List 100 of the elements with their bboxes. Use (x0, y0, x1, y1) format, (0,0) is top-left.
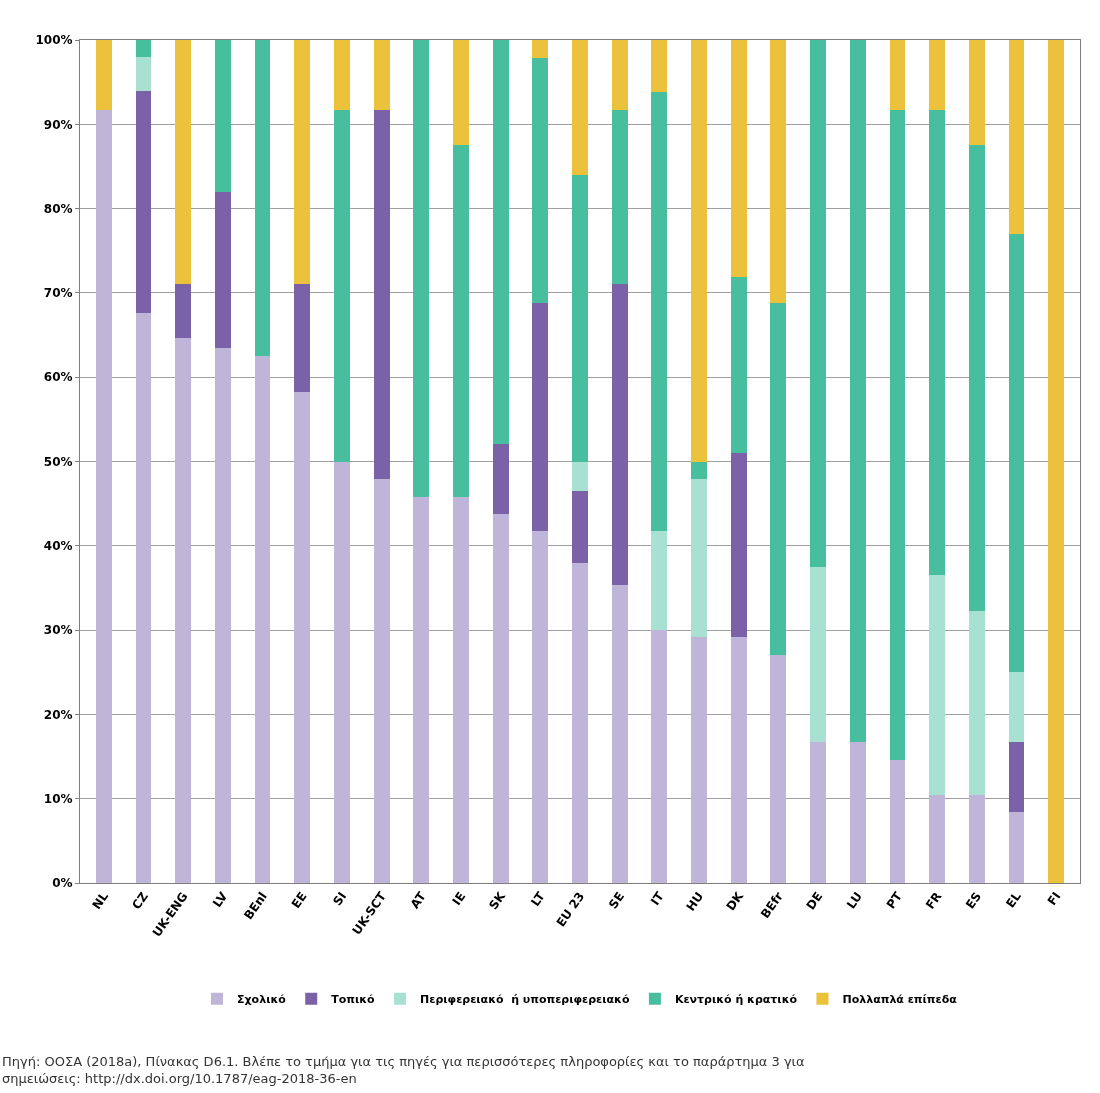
y-tick-label: 50% (43, 454, 73, 469)
y-tick-label: 10% (43, 791, 73, 806)
bar (135, 56, 152, 92)
y-tick-label: 70% (43, 286, 73, 301)
legend-label: Σχολικό (237, 992, 287, 1006)
bar (810, 742, 827, 883)
legend-label: Κεντρικό ή κρατικό (674, 992, 798, 1006)
x-tick-label: DE (803, 889, 826, 913)
bar (968, 145, 985, 611)
bar (968, 610, 985, 796)
bar (651, 630, 668, 883)
bar (651, 40, 668, 93)
bar (214, 191, 231, 348)
bar (1048, 40, 1065, 883)
x-tick-label: FI (1044, 889, 1064, 908)
y-tick-label: 90% (43, 117, 73, 132)
bar (572, 491, 588, 563)
bar (889, 109, 906, 760)
bar (135, 313, 152, 883)
bar (532, 57, 549, 304)
bar (730, 276, 747, 454)
x-tick-label: EE (288, 889, 310, 911)
bar (95, 40, 112, 110)
bar (770, 303, 787, 655)
bar (254, 40, 271, 357)
x-tick-label: LT (528, 888, 549, 909)
x-tick-label: LU (843, 889, 866, 912)
x-tick-label: LV (210, 888, 231, 911)
bar (492, 513, 509, 883)
bar (175, 284, 192, 339)
bar (1008, 233, 1025, 673)
text: Πηγή: ΟΟΣΑ (2018a), Πίνακας D6.1. Βλέπε το τμήμα για τις πηγές για περισσότερες πληροφορίες και το παράρτημα 3 για σημειώσεις: http://dx.doi.org/10.1787/eag-2018-36-en (2, 1054, 805, 1086)
bar (651, 92, 668, 532)
bar (453, 145, 469, 497)
bar (572, 461, 588, 492)
y-tick-label: 40% (43, 539, 73, 553)
bar (929, 795, 946, 883)
bar (413, 40, 430, 497)
bar (770, 654, 787, 883)
bar (572, 40, 588, 175)
bar (849, 742, 866, 883)
x-tick-label: EL (1003, 889, 1025, 911)
bar (532, 40, 549, 58)
bar (294, 40, 311, 285)
bar (254, 356, 271, 883)
y-tick-label: 60% (43, 370, 73, 385)
bar (175, 338, 192, 883)
bar (135, 91, 152, 314)
bar (175, 40, 192, 285)
legend-label: Πολλαπλά επίπεδα (842, 992, 958, 1006)
bar (691, 40, 707, 462)
x-tick-label: DK (723, 888, 747, 914)
bar (294, 284, 311, 392)
x-tick-label: IT (648, 888, 668, 908)
x-tick-label: PT (883, 888, 906, 912)
bar (929, 575, 946, 796)
bar (889, 759, 906, 883)
bar (214, 40, 231, 192)
bar (730, 636, 747, 883)
bar (1008, 812, 1025, 883)
x-tick-label: IE (449, 889, 469, 908)
bar (373, 109, 390, 480)
bar (810, 40, 827, 567)
x-tick-label: SI (330, 889, 350, 909)
bar (611, 284, 628, 585)
x-tick-label: FR (923, 889, 945, 912)
bar (453, 496, 469, 883)
legend-label: Τοπικό (331, 992, 376, 1006)
x-tick-label: ES (963, 889, 985, 912)
bar (810, 566, 827, 743)
bar (373, 479, 390, 883)
bar (1008, 672, 1025, 743)
bar (691, 479, 707, 637)
x-tick-label: EU 23 (553, 889, 588, 930)
bar (572, 562, 588, 883)
bar (929, 40, 946, 110)
bar (453, 40, 469, 146)
bar (770, 40, 787, 304)
x-tick-label: HU (683, 889, 707, 914)
x-tick-label: SE (605, 889, 628, 912)
bar (651, 531, 668, 631)
bar (889, 40, 906, 110)
bar (333, 109, 350, 462)
bar (849, 40, 866, 743)
x-tick-label: AT (407, 888, 430, 912)
bar (294, 391, 311, 883)
bar (1008, 40, 1025, 234)
bar (214, 347, 231, 883)
y-tick-label: 100% (35, 33, 73, 48)
y-tick-label: 80% (43, 201, 73, 216)
bar (95, 109, 112, 883)
bar (611, 584, 628, 883)
bar (413, 496, 430, 883)
bar (968, 40, 985, 146)
y-tick-label: 0% (52, 876, 73, 891)
x-tick-label: SK (486, 888, 509, 913)
bar (691, 461, 707, 480)
bar (691, 636, 707, 883)
bar (492, 443, 509, 514)
bar (929, 109, 946, 576)
